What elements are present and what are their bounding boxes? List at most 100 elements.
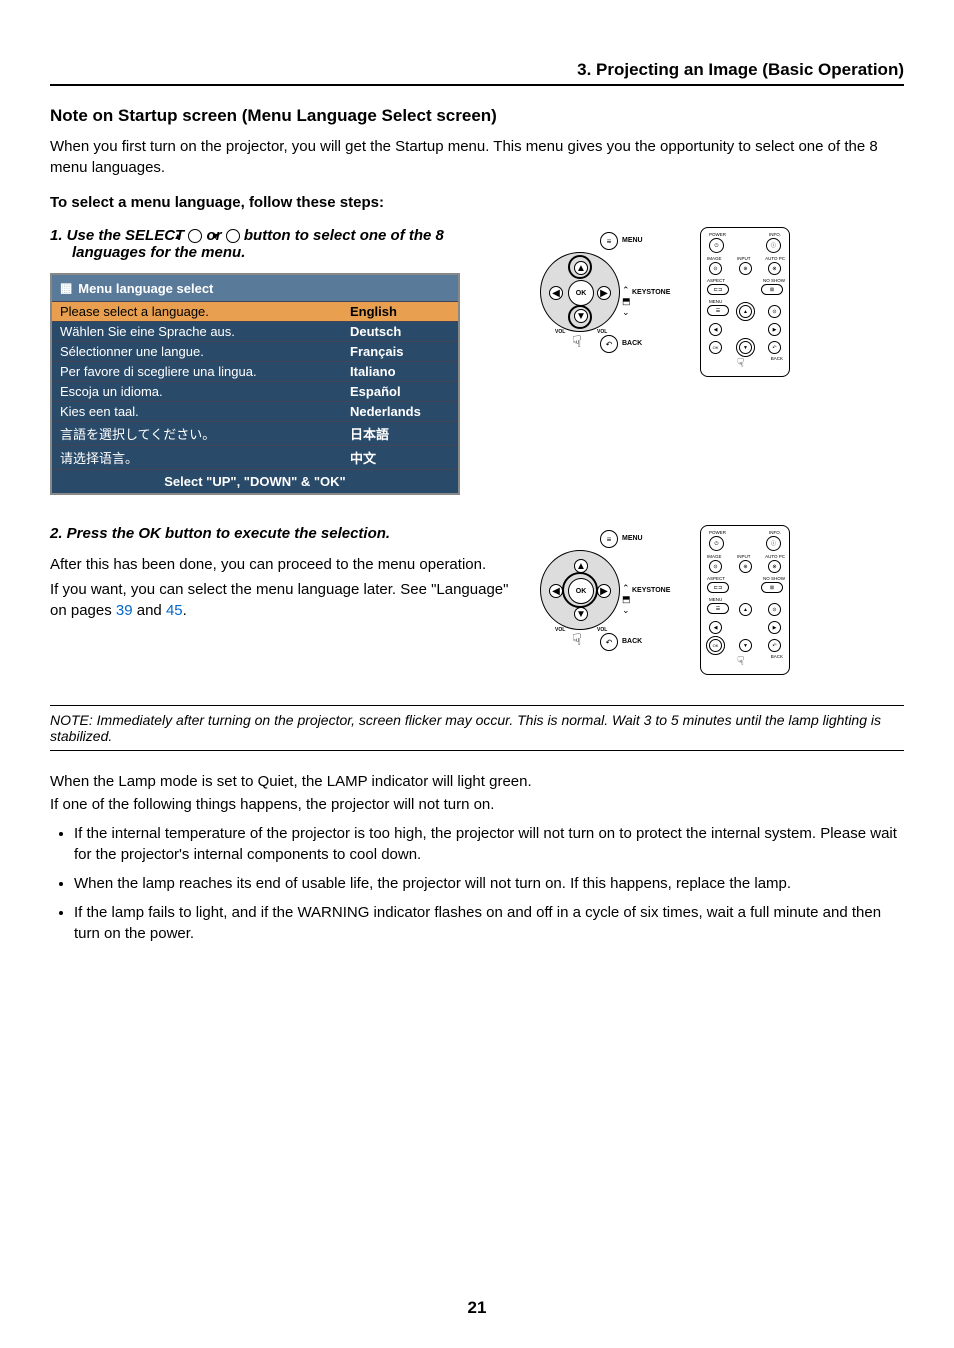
- bullet-item: If the lamp fails to light, and if the W…: [74, 902, 904, 944]
- language-prompt: Per favore di scegliere una lingua.: [60, 364, 350, 379]
- language-name: Deutsch: [350, 324, 450, 339]
- dpad-ok-button-2: OK: [568, 578, 594, 604]
- up-icon: ▲: [188, 229, 202, 243]
- remote-autopc-label-2: AUTO PC: [765, 554, 785, 559]
- language-row[interactable]: 请选择语言。中文: [52, 445, 458, 469]
- language-row[interactable]: Sélectionner une langue.Français: [52, 341, 458, 361]
- remote-power-button: ⏻: [709, 238, 724, 253]
- after-text-2: If you want, you can select the menu lan…: [50, 579, 520, 621]
- remote-back-label-2: BACK: [771, 654, 783, 659]
- remote-aspect-label: ASPECT: [707, 278, 725, 283]
- language-prompt: 言語を選択してください。: [60, 424, 350, 443]
- language-prompt: Escoja un idioma.: [60, 384, 350, 399]
- hand-pointer-icon: ☟: [572, 332, 582, 352]
- intro-text: When you first turn on the projector, yo…: [50, 136, 904, 178]
- language-row[interactable]: Escoja un idioma.Español: [52, 381, 458, 401]
- down-icon: ▼: [226, 229, 240, 243]
- remote-menu-label-2: MENU: [709, 597, 722, 602]
- remote-noshow-label-2: NO SHOW: [763, 576, 785, 581]
- remote-info-label-2: INFO.: [769, 530, 781, 535]
- dpad-ok-button: OK: [568, 280, 594, 306]
- remote-diagram-arrows: POWER INFO. ⏻ ⓘ IMAGE INPUT AUTO PC ⊙ ⊕ …: [700, 227, 790, 377]
- dpad: ▲ ▼ ◀ ▶ OK VOL VOL: [540, 252, 620, 332]
- vol-left-label-2: VOL: [555, 627, 565, 633]
- remote-up-button-2: ▲: [739, 603, 752, 616]
- remote-image-button: ⊙: [709, 262, 722, 275]
- lamp-text-2: If one of the following things happens, …: [50, 794, 904, 815]
- language-prompt: 请选择语言。: [60, 448, 350, 467]
- remote-input-button-2: ⊕: [739, 560, 752, 573]
- remote-right-button: ▶: [768, 323, 781, 336]
- bullet-item: When the lamp reaches its end of usable …: [74, 873, 904, 894]
- remote-upright-button: ⊙: [768, 305, 781, 318]
- language-row[interactable]: Per favore di scegliere una lingua.Itali…: [52, 361, 458, 381]
- remote-aspect-button-2: ⊏⊐: [707, 582, 729, 593]
- remote-aspect-label-2: ASPECT: [707, 576, 725, 581]
- remote-power-label: POWER: [709, 232, 726, 237]
- step2-block: 2. Press the OK button to execute the se…: [50, 525, 904, 675]
- page-link-39[interactable]: 39: [116, 602, 133, 619]
- remote-upright-button-2: ⊙: [768, 603, 781, 616]
- remote-left-button: ◀: [709, 323, 722, 336]
- after2-b: and: [133, 602, 166, 619]
- remote-down-button: ▼: [739, 341, 752, 354]
- globe-icon: ▦: [60, 280, 72, 296]
- language-row[interactable]: 言語を選択してください。日本語: [52, 421, 458, 445]
- remote-info-label: INFO.: [769, 232, 781, 237]
- remote-info-button-2: ⓘ: [766, 536, 781, 551]
- language-panel-title: ▦ Menu language select: [52, 275, 458, 301]
- remote-hand-icon: ☟: [737, 356, 744, 370]
- dpad-right-icon-2: ▶: [597, 584, 611, 598]
- bullet-list: If the internal temperature of the proje…: [50, 823, 904, 944]
- step2-text: 2. Press the OK button to execute the se…: [50, 525, 520, 542]
- language-name: Nederlands: [350, 404, 450, 419]
- control-pad-diagram-arrows: ≡ MENU ▲ ▼ ◀ ▶ OK VOL VOL ⌃⬒⌄ KEYSTONE ↶…: [540, 227, 680, 367]
- menu-label-2: MENU: [622, 535, 643, 542]
- language-row[interactable]: Please select a language.English: [52, 301, 458, 321]
- instruction-heading: To select a menu language, follow these …: [50, 194, 904, 211]
- keystone-label-2: KEYSTONE: [632, 587, 670, 594]
- remote-ok-button: OK: [709, 341, 722, 354]
- after2-c: .: [183, 602, 187, 619]
- remote-input-label: INPUT: [737, 256, 751, 261]
- menu-button-icon: ≡: [600, 232, 618, 250]
- keystone-icon-2: ⌃⬒⌄: [622, 583, 631, 616]
- language-row[interactable]: Kies een taal.Nederlands: [52, 401, 458, 421]
- language-row[interactable]: Wählen Sie eine Sprache aus.Deutsch: [52, 321, 458, 341]
- remote-right-button-2: ▶: [768, 621, 781, 634]
- remote-ok-button-2: OK: [709, 639, 722, 652]
- remote-input-button: ⊕: [739, 262, 752, 275]
- dpad-left-icon-2: ◀: [549, 584, 563, 598]
- dpad-right-icon: ▶: [597, 286, 611, 300]
- back-label-2: BACK: [622, 638, 642, 645]
- remote-image-label: IMAGE: [707, 256, 722, 261]
- dpad-down-icon: ▼: [574, 309, 588, 323]
- menu-label: MENU: [622, 237, 643, 244]
- after-text-1: After this has been done, you can procee…: [50, 554, 520, 575]
- step1-text: 1. Use the SELECT ▲ or ▼ button to selec…: [50, 227, 520, 261]
- keystone-icon: ⌃⬒⌄: [622, 285, 631, 318]
- remote-menu-button-2: ☰: [707, 603, 729, 614]
- page-link-45[interactable]: 45: [166, 602, 183, 619]
- keystone-label: KEYSTONE: [632, 289, 670, 296]
- remote-back-button: ↶: [768, 341, 781, 354]
- dpad-left-icon: ◀: [549, 286, 563, 300]
- page-number: 21: [0, 1298, 954, 1318]
- dpad-2: ▲ ▼ ◀ ▶ OK VOL VOL: [540, 550, 620, 630]
- remote-left-button-2: ◀: [709, 621, 722, 634]
- bullet-item: If the internal temperature of the proje…: [74, 823, 904, 865]
- remote-autopc-button-2: ⊗: [768, 560, 781, 573]
- language-select-panel: ▦ Menu language select Please select a l…: [50, 273, 460, 495]
- remote-power-button-2: ⏻: [709, 536, 724, 551]
- menu-button-icon-2: ≡: [600, 530, 618, 548]
- language-name: 中文: [350, 448, 450, 467]
- language-prompt: Wählen Sie eine Sprache aus.: [60, 324, 350, 339]
- language-name: English: [350, 304, 450, 319]
- language-prompt: Please select a language.: [60, 304, 350, 319]
- language-name: Español: [350, 384, 450, 399]
- remote-noshow-label: NO SHOW: [763, 278, 785, 283]
- vol-left-label: VOL: [555, 329, 565, 335]
- back-button-icon-2: ↶: [600, 633, 618, 651]
- remote-autopc-label: AUTO PC: [765, 256, 785, 261]
- remote-input-label-2: INPUT: [737, 554, 751, 559]
